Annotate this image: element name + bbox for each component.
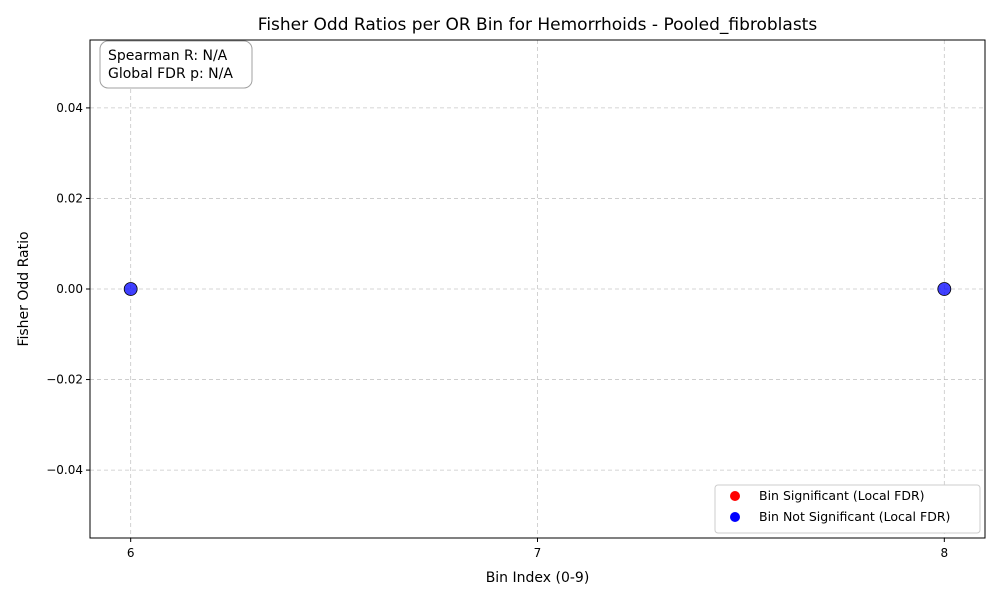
y-axis-title: Fisher Odd Ratio: [16, 231, 32, 346]
x-axis-title: Bin Index (0-9): [486, 570, 590, 586]
data-point: [124, 283, 137, 296]
y-tick-label: −0.04: [46, 463, 83, 477]
y-tick-label: 0.00: [56, 282, 83, 296]
y-tick-label: 0.04: [56, 101, 83, 115]
stats-fdr-text: Global FDR p: N/A: [108, 66, 233, 82]
legend-label-significant: Bin Significant (Local FDR): [759, 488, 925, 503]
legend-marker-not-significant: [730, 512, 740, 522]
legend-label-not-significant: Bin Not Significant (Local FDR): [759, 509, 950, 524]
x-tick-label: 7: [534, 546, 542, 560]
x-tick-label: 6: [127, 546, 135, 560]
stats-annotation-box: Spearman R: N/A Global FDR p: N/A: [100, 41, 252, 88]
x-tick-label: 8: [940, 546, 948, 560]
data-point: [938, 283, 951, 296]
legend-marker-significant: [730, 491, 740, 501]
y-tick-label: 0.02: [56, 191, 83, 205]
stats-spearman-text: Spearman R: N/A: [108, 48, 228, 64]
grid-lines: [90, 40, 985, 538]
legend: Bin Significant (Local FDR) Bin Not Sign…: [715, 485, 980, 533]
chart-title: Fisher Odd Ratios per OR Bin for Hemorrh…: [258, 15, 818, 35]
y-tick-label: −0.02: [46, 373, 83, 387]
